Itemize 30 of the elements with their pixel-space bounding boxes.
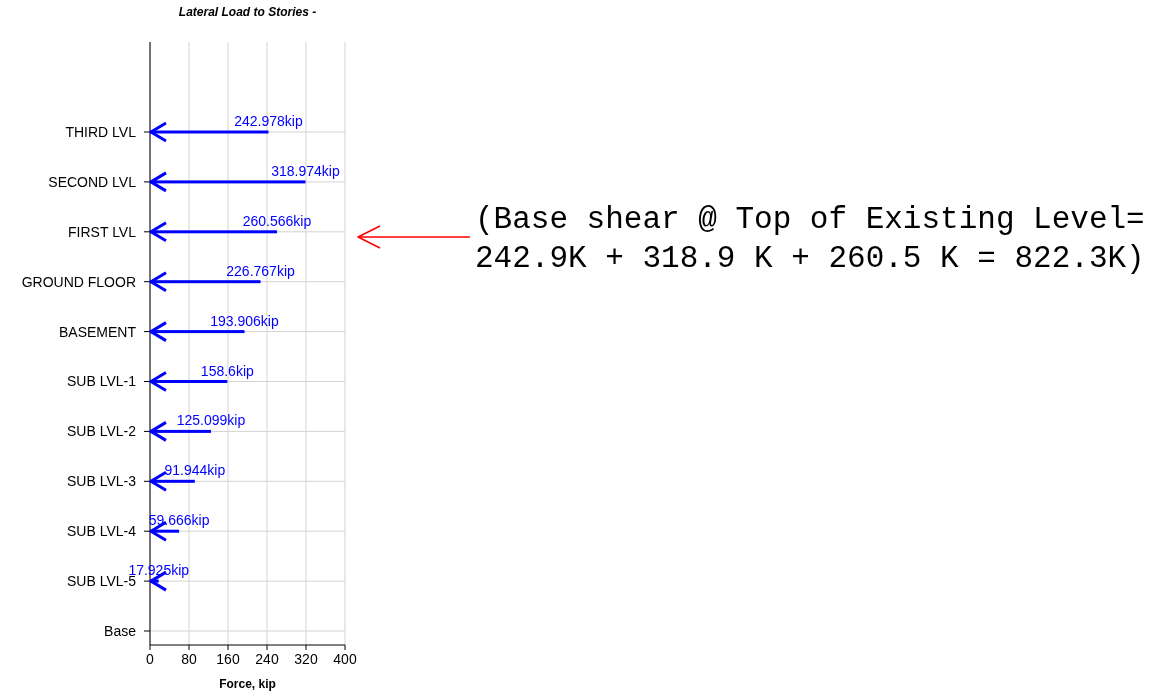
data-label: 318.974kip: [271, 162, 340, 179]
data-label: 193.906kip: [210, 312, 279, 329]
x-tick-label: 80: [181, 651, 197, 667]
y-tick-label: FIRST LVL: [68, 223, 137, 240]
x-tick-label: 240: [255, 651, 279, 667]
data-label: 59.666kip: [148, 512, 210, 529]
x-tick-label: 160: [216, 651, 240, 667]
y-tick-label: SUB LVL-3: [67, 473, 137, 490]
data-label: 17.925kip: [128, 562, 190, 579]
x-tick-label: 0: [146, 651, 155, 667]
data-label: 158.6kip: [200, 362, 254, 379]
y-tick-label: THIRD LVL: [65, 123, 137, 140]
data-label: 91.944kip: [164, 462, 226, 479]
x-tick-label: 320: [294, 651, 318, 667]
y-tick-label: SECOND LVL: [48, 173, 137, 190]
data-label: 125.099kip: [176, 412, 246, 429]
text: (Base shear @ Top of Existing Level= 242.9K + 318.9 K + 260.5 K = 822.3K): [475, 202, 1145, 276]
y-tick-label: SUB LVL-1: [67, 373, 137, 390]
y-tick-label: SUB LVL-2: [67, 423, 137, 440]
bar: [150, 130, 269, 134]
y-tick-label: SUB LVL-4: [67, 523, 137, 540]
data-label: 260.566kip: [242, 212, 312, 229]
y-tick-label: BASEMENT: [58, 323, 137, 340]
x-tick-label: 400: [333, 651, 357, 667]
data-label: 242.978kip: [234, 113, 303, 129]
y-tick-label: Base: [104, 622, 137, 639]
x-axis-title: Force, kip: [219, 677, 276, 691]
chart-title: Lateral Load to Stories -: [178, 5, 317, 19]
data-label: 226.767kip: [226, 262, 296, 279]
y-tick-label: GROUND FLOOR: [21, 273, 136, 290]
